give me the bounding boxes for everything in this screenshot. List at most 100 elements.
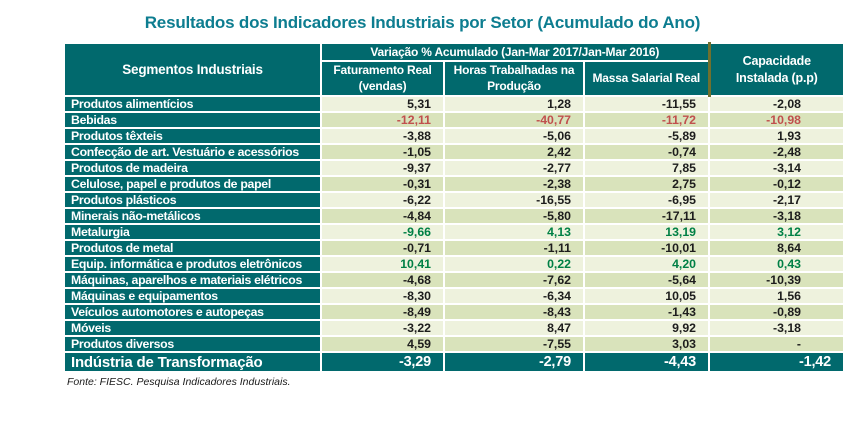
value-cell: 8,47 — [443, 319, 585, 338]
value-cell: -1,43 — [582, 303, 711, 322]
value-cell: 3,03 — [582, 335, 711, 354]
table-row: Veículos automotores e autopeças -8,49 -8,… — [63, 303, 845, 322]
segment-label: Máquinas e equipamentos — [63, 287, 322, 306]
value-cell: -8,43 — [443, 303, 585, 322]
value-cell: -2,17 — [708, 191, 845, 210]
table-row: Minerais não-metálicos -4,84 -5,80 -17,11 -3… — [63, 207, 845, 226]
value-cell: -1,05 — [320, 143, 445, 162]
table-row: Máquinas e equipamentos -8,30 -6,34 10,05 1,… — [63, 287, 845, 306]
segment-label: Minerais não-metálicos — [63, 207, 322, 226]
value-cell: -0,89 — [708, 303, 845, 322]
value-cell: -16,55 — [443, 191, 585, 210]
value-cell: 4,20 — [582, 255, 711, 274]
table-row: Produtos plásticos -6,22 -16,55 -6,95 -2,17 — [63, 191, 845, 210]
value-cell: 4,59 — [320, 335, 445, 354]
segment-label: Metalurgia — [63, 223, 322, 242]
value-cell: -0,31 — [320, 175, 445, 194]
total-value-horas: -2,79 — [443, 351, 585, 374]
value-cell: -0,12 — [708, 175, 845, 194]
total-value-capacidade: -1,42 — [708, 351, 845, 374]
value-cell: 1,93 — [708, 127, 845, 146]
total-label: Indústria de Transformação — [63, 351, 322, 374]
value-cell: -17,11 — [582, 207, 711, 226]
value-cell: -3,22 — [320, 319, 445, 338]
table-header: Segmentos Industriais Variação % Acumula… — [63, 41, 845, 98]
value-cell: -9,66 — [320, 223, 445, 242]
table-row: Confecção de art. Vestuário e acessórios… — [63, 143, 845, 162]
value-cell: 7,85 — [582, 159, 711, 178]
header-massa: Massa Salarial Real — [582, 59, 711, 98]
value-cell: -11,72 — [582, 111, 711, 130]
value-cell: -5,89 — [582, 127, 711, 146]
value-cell: 13,19 — [582, 223, 711, 242]
value-cell: -3,18 — [708, 207, 845, 226]
value-cell: -3,18 — [708, 319, 845, 338]
segment-label: Máquinas, aparelhos e materiais elétrico… — [63, 271, 322, 290]
segment-label: Produtos alimentícios — [63, 95, 322, 114]
table-row: Produtos de metal -0,71 -1,11 -10,01 8,64 — [63, 239, 845, 258]
segment-label: Produtos de metal — [63, 239, 322, 258]
table-row: Produtos têxteis -3,88 -5,06 -5,89 1,93 — [63, 127, 845, 146]
value-cell: -3,14 — [708, 159, 845, 178]
header-horas: Horas Trabalhadas na Produção — [443, 59, 585, 98]
value-cell: 1,28 — [443, 95, 585, 114]
value-cell: -4,68 — [320, 271, 445, 290]
total-row: Indústria de Transformação -3,29 -2,79 -… — [63, 351, 845, 374]
header-segments: Segmentos Industriais — [63, 41, 322, 98]
value-cell: 4,13 — [443, 223, 585, 242]
value-cell: - — [708, 335, 845, 354]
value-cell: -40,77 — [443, 111, 585, 130]
segment-label: Bebidas — [63, 111, 322, 130]
value-cell: 9,92 — [582, 319, 711, 338]
value-cell: -10,01 — [582, 239, 711, 258]
table-row: Produtos alimentícios 5,31 1,28 -11,55 -2,08 — [63, 95, 845, 114]
value-cell: -11,55 — [582, 95, 711, 114]
segment-label: Confecção de art. Vestuário e acessórios — [63, 143, 322, 162]
value-cell: -2,48 — [708, 143, 845, 162]
value-cell: 3,12 — [708, 223, 845, 242]
table-row: Metalurgia -9,66 4,13 13,19 3,12 — [63, 223, 845, 242]
segment-label: Produtos diversos — [63, 335, 322, 354]
value-cell: -10,39 — [708, 271, 845, 290]
value-cell: -2,77 — [443, 159, 585, 178]
header-variation-group: Variação % Acumulado (Jan-Mar 2017/Jan-M… — [319, 42, 711, 62]
segment-label: Produtos plásticos — [63, 191, 322, 210]
table-row: Equip. informática e produtos eletrônico… — [63, 255, 845, 274]
value-cell: 2,75 — [582, 175, 711, 194]
table-body: Produtos alimentícios 5,31 1,28 -11,55 -2,08… — [63, 95, 845, 354]
value-cell: -5,80 — [443, 207, 585, 226]
table-footer: Indústria de Transformação -3,29 -2,79 -… — [63, 351, 845, 374]
header-row-group: Segmentos Industriais Variação % Acumula… — [63, 41, 845, 98]
total-value-massa: -4,43 — [582, 351, 711, 374]
table-row: Móveis -3,22 8,47 9,92 -3,18 — [63, 319, 845, 338]
value-cell: 2,42 — [443, 143, 585, 162]
value-cell: -8,49 — [320, 303, 445, 322]
indicators-table: Segmentos Industriais Variação % Acumula… — [63, 41, 845, 374]
header-faturamento: Faturamento Real (vendas) — [320, 59, 445, 98]
value-cell: 5,31 — [320, 95, 445, 114]
segment-label: Produtos de madeira — [63, 159, 322, 178]
value-cell: -2,08 — [708, 95, 845, 114]
header-row-sub: Faturamento Real (vendas) Horas Trabalha… — [64, 59, 844, 98]
value-cell: 8,64 — [708, 239, 845, 258]
value-cell: -7,62 — [443, 271, 585, 290]
segment-label: Equip. informática e produtos eletrônico… — [63, 255, 322, 274]
total-value-faturamento: -3,29 — [320, 351, 445, 374]
value-cell: 0,22 — [443, 255, 585, 274]
page-title: Resultados dos Indicadores Industriais p… — [144, 13, 701, 32]
value-cell: -6,22 — [320, 191, 445, 210]
value-cell: -5,64 — [582, 271, 711, 290]
value-cell: -0,74 — [582, 143, 711, 162]
value-cell: -8,30 — [320, 287, 445, 306]
value-cell: -5,06 — [443, 127, 585, 146]
value-cell: -6,34 — [443, 287, 585, 306]
value-cell: -7,55 — [443, 335, 585, 354]
segment-label: Veículos automotores e autopeças — [63, 303, 322, 322]
value-cell: -12,11 — [320, 111, 445, 130]
value-cell: -10,98 — [708, 111, 845, 130]
value-cell: 0,43 — [708, 255, 845, 274]
header-capacity: Capacidade Instalada (p.p) — [707, 41, 845, 98]
segment-label: Celulose, papel e produtos de papel — [63, 175, 322, 194]
segment-label: Produtos têxteis — [63, 127, 322, 146]
